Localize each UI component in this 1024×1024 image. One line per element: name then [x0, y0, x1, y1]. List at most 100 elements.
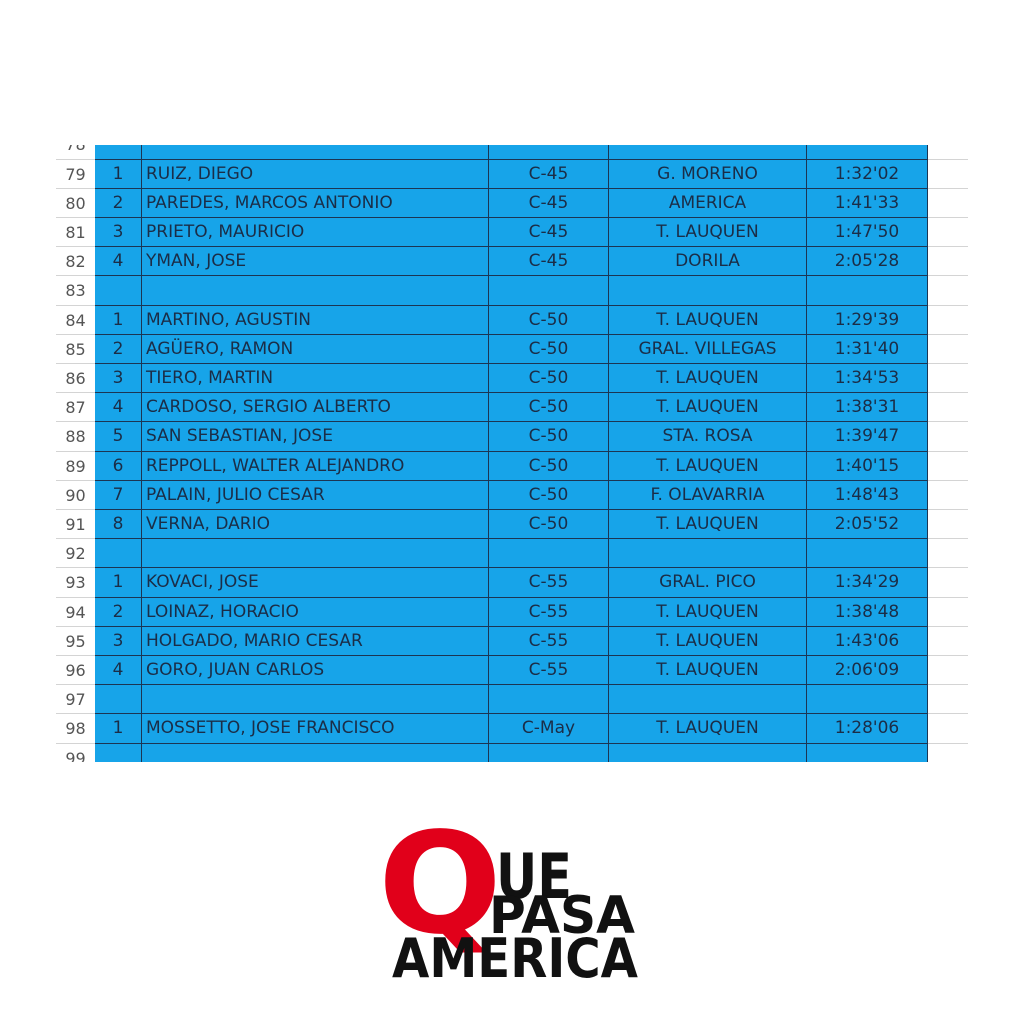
empty-cell — [928, 743, 968, 762]
cell: C-50 — [489, 480, 609, 510]
sheet-row: 85 2 AGÜERO, RAMON C-50 GRAL. VILLEGAS 1:31'4… — [56, 334, 968, 364]
row-number: 94 — [56, 597, 95, 627]
cell: 1:40'15 — [807, 451, 928, 481]
cell: T. LAUQUEN — [609, 626, 807, 656]
cell: 4 — [95, 247, 142, 277]
sheet-row: 97 — [56, 685, 968, 715]
cell — [489, 145, 609, 160]
empty-cell — [928, 510, 968, 540]
sheet-row: 80 2 PAREDES, MARCOS ANTONIO C-45 AMERICA 1:4… — [56, 188, 968, 218]
row-number: 81 — [56, 218, 95, 248]
sheet-row: 81 3 PRIETO, MAURICIO C-45 T. LAUQUEN 1:47'50 — [56, 218, 968, 248]
cell: SAN SEBASTIAN, JOSE — [142, 422, 489, 452]
cell: MOSSETTO, JOSE FRANCISCO — [142, 714, 489, 744]
sheet-row: 87 4 CARDOSO, SERGIO ALBERTO C-50 T. LAUQUEN… — [56, 393, 968, 423]
cell — [142, 685, 489, 715]
cell: C-45 — [489, 247, 609, 277]
cell: 1:34'53 — [807, 364, 928, 394]
empty-cell — [928, 685, 968, 715]
sheet-row: 86 3 TIERO, MARTIN C-50 T. LAUQUEN 1:34'53 — [56, 364, 968, 394]
empty-cell — [928, 626, 968, 656]
cell: DORILA — [609, 247, 807, 277]
sheet-row: 91 8 VERNA, DARIO C-50 T. LAUQUEN 2:05'52 — [56, 510, 968, 540]
row-number: 92 — [56, 539, 95, 569]
cell — [95, 685, 142, 715]
cell: C-50 — [489, 364, 609, 394]
row-number: 93 — [56, 568, 95, 598]
cell — [609, 276, 807, 306]
row-number: 95 — [56, 626, 95, 656]
empty-cell — [928, 276, 968, 306]
cell: T. LAUQUEN — [609, 451, 807, 481]
cell: C-55 — [489, 656, 609, 686]
cell: 3 — [95, 364, 142, 394]
cell — [807, 145, 928, 160]
cell: 1:39'47 — [807, 422, 928, 452]
cell: 5 — [95, 422, 142, 452]
cell: 1:29'39 — [807, 305, 928, 335]
cell: 8 — [95, 510, 142, 540]
cell: 1:48'43 — [807, 480, 928, 510]
cell: C-45 — [489, 159, 609, 189]
row-number: 85 — [56, 334, 95, 364]
logo-line: PASA — [489, 886, 635, 946]
cell — [142, 276, 489, 306]
cell — [609, 685, 807, 715]
cell: 1 — [95, 714, 142, 744]
cell: C-55 — [489, 626, 609, 656]
sheet-row: 96 4 GORO, JUAN CARLOS C-55 T. LAUQUEN 2:06'0… — [56, 656, 968, 686]
cell — [142, 145, 489, 160]
row-number: 79 — [56, 159, 95, 189]
cell: REPPOLL, WALTER ALEJANDRO — [142, 451, 489, 481]
cell — [489, 743, 609, 762]
cell: VERNA, DARIO — [142, 510, 489, 540]
cell — [95, 743, 142, 762]
empty-cell — [928, 218, 968, 248]
row-number: 78 — [56, 145, 95, 160]
cell: PALAIN, JULIO CESAR — [142, 480, 489, 510]
cell: F. OLAVARRIA — [609, 480, 807, 510]
cell: C-55 — [489, 597, 609, 627]
row-number: 88 — [56, 422, 95, 452]
sheet-row: 89 6 REPPOLL, WALTER ALEJANDRO C-50 T. LAUQU… — [56, 451, 968, 481]
cell: C-50 — [489, 334, 609, 364]
sheet-row: 93 1 KOVACI, JOSE C-55 GRAL. PICO 1:34'29 — [56, 568, 968, 598]
cell: LOINAZ, HORACIO — [142, 597, 489, 627]
cell: C-45 — [489, 188, 609, 218]
cell — [142, 743, 489, 762]
cell: T. LAUQUEN — [609, 364, 807, 394]
row-number: 98 — [56, 714, 95, 744]
cell — [489, 539, 609, 569]
cell: C-50 — [489, 393, 609, 423]
cell — [95, 539, 142, 569]
empty-cell — [928, 188, 968, 218]
cell — [142, 539, 489, 569]
cell: GRAL. VILLEGAS — [609, 334, 807, 364]
cell: 2:05'28 — [807, 247, 928, 277]
cell: 1:32'02 — [807, 159, 928, 189]
cell — [807, 276, 928, 306]
cell: C-45 — [489, 218, 609, 248]
cell: TIERO, MARTIN — [142, 364, 489, 394]
cell: 2 — [95, 334, 142, 364]
cell: 1:34'29 — [807, 568, 928, 598]
cell — [609, 145, 807, 160]
cell: YMAN, JOSE — [142, 247, 489, 277]
cell: MARTINO, AGUSTIN — [142, 305, 489, 335]
cell: CARDOSO, SERGIO ALBERTO — [142, 393, 489, 423]
cell: PAREDES, MARCOS ANTONIO — [142, 188, 489, 218]
empty-cell — [928, 393, 968, 423]
sheet-row: 92 — [56, 539, 968, 569]
cell: T. LAUQUEN — [609, 218, 807, 248]
empty-cell — [928, 159, 968, 189]
row-number: 89 — [56, 451, 95, 481]
cell: HOLGADO, MARIO CESAR — [142, 626, 489, 656]
cell: 6 — [95, 451, 142, 481]
sheet-row: 83 — [56, 276, 968, 306]
cell: C-May — [489, 714, 609, 744]
sheet-row: 84 1 MARTINO, AGUSTIN C-50 T. LAUQUEN 1:29'39 — [56, 305, 968, 335]
row-number: 86 — [56, 364, 95, 394]
empty-cell — [928, 597, 968, 627]
cell: 1 — [95, 159, 142, 189]
cell: 1:38'48 — [807, 597, 928, 627]
